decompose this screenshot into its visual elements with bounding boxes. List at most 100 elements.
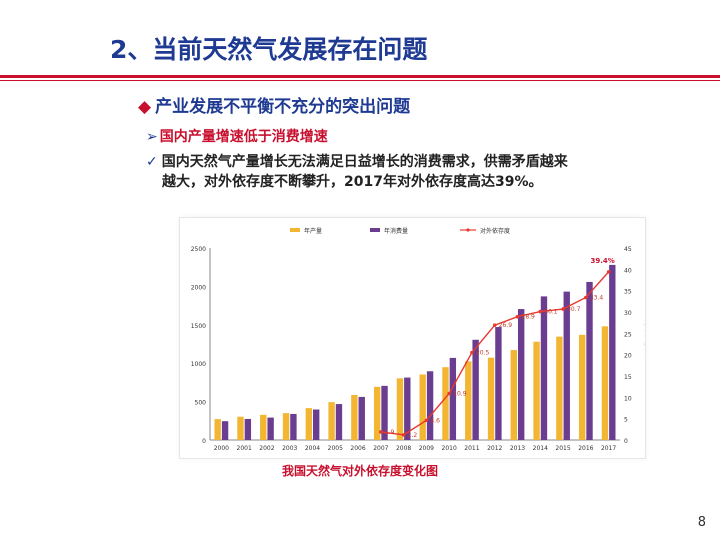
bullet-sub-text: 国内产量增速低于消费增速	[159, 129, 328, 145]
bar-production	[487, 357, 495, 440]
bar-production	[305, 408, 312, 440]
bar-production	[237, 416, 244, 440]
bar-production	[419, 374, 426, 440]
y-tick-right: 35	[624, 289, 632, 296]
x-tick-label: 2001	[237, 445, 252, 452]
point-dependency	[401, 433, 406, 437]
bar-production	[601, 326, 609, 440]
x-tick-label: 2012	[487, 445, 502, 452]
y-tick-right: 40	[624, 267, 632, 274]
x-tick-label: 2000	[214, 445, 229, 452]
y-tick-right: 30	[624, 310, 632, 317]
bar-production	[396, 378, 404, 440]
y-tick-right: 10	[624, 395, 632, 402]
bar-consumption	[609, 257, 616, 440]
bar-consumption	[290, 413, 297, 440]
bar-consumption	[358, 396, 365, 440]
y-axis-label-right: 对外依存度(%)	[644, 320, 645, 368]
x-tick-label: 2002	[259, 445, 274, 452]
bar-consumption	[518, 309, 525, 440]
data-label-dependency: 39.4%	[590, 257, 614, 265]
x-tick-label: 2017	[601, 445, 616, 452]
bar-consumption	[563, 291, 570, 440]
bar-consumption	[449, 357, 457, 440]
x-tick-label: 2009	[419, 445, 434, 452]
x-tick-label: 2004	[305, 445, 320, 452]
point-dependency	[584, 295, 588, 300]
bullet-main: ◆ 产业发展不平衡不充分的突出问题	[138, 92, 410, 117]
bar-consumption	[495, 327, 502, 440]
y-tick-right: 15	[624, 374, 632, 381]
bar-consumption	[335, 404, 343, 440]
point-dependency	[538, 309, 543, 314]
data-label-dependency: 1.9	[385, 429, 395, 436]
bar-consumption	[404, 377, 411, 440]
x-tick-label: 2013	[510, 445, 525, 452]
point-dependency	[561, 307, 565, 311]
x-tick-label: 2003	[282, 445, 297, 452]
point-dependency	[515, 314, 520, 319]
data-label-bg	[588, 254, 617, 265]
y-tick-left: 2000	[191, 284, 206, 291]
point-dependency	[379, 430, 383, 434]
x-tick-label: 2016	[578, 445, 593, 452]
y-tick-left: 500	[195, 400, 207, 407]
bar-production	[260, 414, 267, 440]
bar-consumption	[540, 296, 548, 440]
legend-label-production: 年产量	[304, 227, 322, 235]
y-tick-right: 45	[624, 246, 632, 253]
arrow-bullet-icon: ➢	[146, 129, 158, 145]
bar-production	[442, 367, 449, 440]
x-tick-label: 2005	[328, 445, 343, 452]
check-bullet-icon: ✓	[146, 154, 158, 170]
slide-title: 2、当前天然气发展存在问题	[110, 35, 428, 64]
x-tick-label: 2008	[396, 445, 411, 452]
bar-consumption	[586, 281, 593, 440]
y-tick-right: 25	[624, 331, 632, 338]
bar-consumption	[472, 339, 479, 440]
data-label-dependency: 4.6	[430, 417, 440, 424]
data-label-dependency: 10.9	[453, 390, 467, 397]
data-label-dependency: 20.5	[476, 350, 490, 357]
point-dependency	[424, 418, 429, 423]
diamond-bullet-icon: ◆	[138, 97, 152, 117]
data-label-dependency: 28.9	[522, 314, 536, 321]
bar-consumption	[244, 418, 252, 440]
bar-production	[282, 413, 290, 440]
x-tick-label: 2015	[555, 445, 570, 452]
title-divider	[0, 75, 720, 78]
bar-consumption	[381, 385, 388, 440]
series-line-dependency	[380, 271, 610, 436]
bar-consumption	[221, 421, 229, 440]
title-divider-thin	[0, 80, 720, 81]
point-dependency	[470, 350, 474, 355]
point-dependency	[492, 323, 497, 328]
bar-production	[214, 419, 221, 440]
point-dependency	[606, 270, 611, 274]
x-tick-label: 2007	[373, 445, 388, 452]
y-tick-right: 5	[624, 417, 628, 424]
bar-production	[328, 402, 335, 440]
x-tick-label: 2011	[464, 445, 479, 452]
x-tick-label: 2010	[442, 445, 457, 452]
bar-consumption	[267, 417, 274, 440]
bullet-detail-line2: 越大，对外依存度不断攀升，2017年对外依存度高达39%。	[162, 174, 543, 190]
data-label-dependency: 30.7	[567, 306, 581, 313]
y-tick-left: 0	[202, 438, 206, 445]
y-tick-right: 0	[624, 438, 628, 445]
y-tick-left: 1000	[191, 361, 206, 368]
bar-production	[373, 386, 381, 440]
bullet-detail: ✓ 国内天然气产量增长无法满足日益增长的消费需求，供需矛盾越来 越大，对外依存度不…	[146, 152, 666, 192]
legend-swatch-consumption	[370, 228, 380, 232]
point-dependency	[447, 391, 451, 396]
data-label-dependency: 33.4	[590, 294, 604, 301]
bar-consumption	[313, 409, 320, 440]
x-tick-label: 2014	[533, 445, 548, 452]
bar-production	[465, 361, 472, 440]
bullet-main-text: 产业发展不平衡不充分的突出问题	[155, 97, 411, 117]
legend-marker-dependency	[466, 228, 470, 232]
data-label-dependency: 26.9	[499, 322, 513, 329]
bar-production	[351, 394, 358, 440]
bar-production	[510, 350, 517, 440]
data-label-dependency: 1.2	[408, 432, 418, 439]
